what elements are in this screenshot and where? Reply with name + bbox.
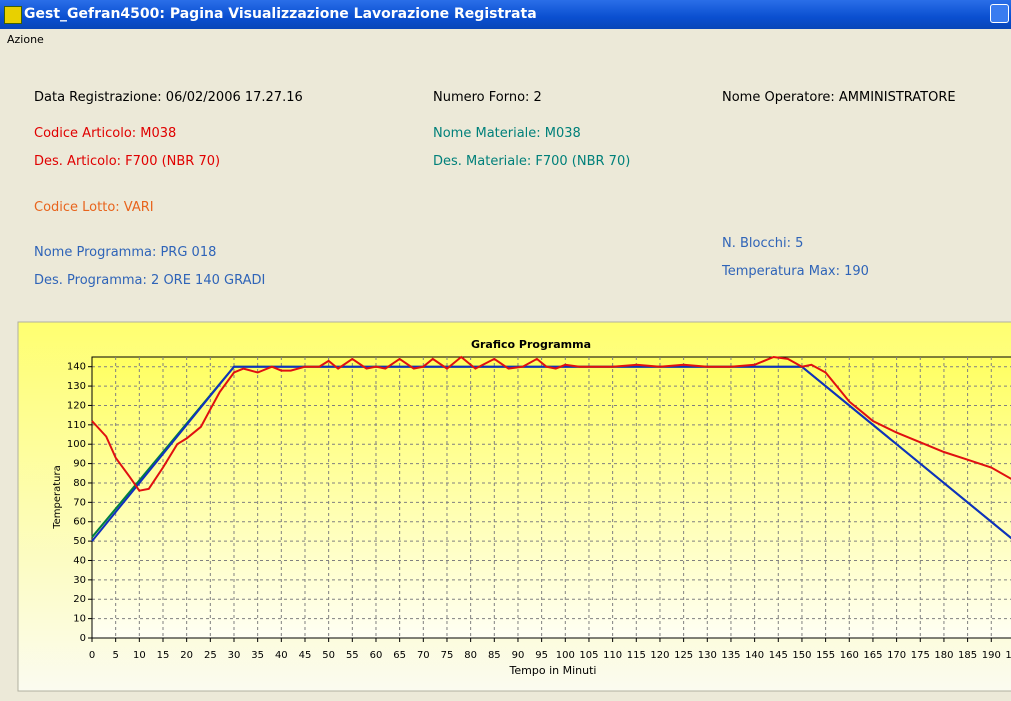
y-tick-label: 110: [67, 420, 86, 431]
x-tick-label: 0: [89, 650, 95, 661]
y-tick-label: 20: [73, 594, 86, 605]
info-field: Nome Materiale: M038: [433, 126, 581, 141]
y-tick-label: 70: [73, 497, 86, 508]
minimize-button[interactable]: [990, 4, 1009, 23]
x-axis-label: Tempo in Minuti: [509, 664, 597, 677]
info-field: Temperatura Max: 190: [722, 264, 869, 279]
y-axis-label: Temperatura: [52, 465, 63, 530]
x-tick-label: 70: [417, 650, 430, 661]
y-tick-label: 140: [67, 362, 86, 373]
menu-bar: Azione: [0, 29, 1011, 50]
x-tick-label: 30: [228, 650, 241, 661]
info-field: Nome Programma: PRG 018: [34, 245, 217, 260]
info-field: Des. Articolo: F700 (NBR 70): [34, 154, 221, 169]
y-tick-label: 10: [73, 614, 86, 625]
x-tick-label: 25: [204, 650, 217, 661]
app-icon: [4, 6, 22, 24]
y-tick-label: 120: [67, 400, 86, 411]
info-field: Codice Lotto: VARI: [34, 200, 154, 215]
x-tick-label: 100: [556, 650, 575, 661]
x-tick-label: 110: [603, 650, 622, 661]
y-tick-label: 80: [73, 478, 86, 489]
window-title: Gest_Gefran4500: Pagina Visualizzazione …: [24, 6, 537, 22]
x-tick-label: 15: [157, 650, 170, 661]
x-tick-label: 65: [393, 650, 406, 661]
x-tick-label: 155: [816, 650, 835, 661]
x-tick-label: 45: [299, 650, 312, 661]
x-tick-label: 135: [721, 650, 740, 661]
series-line: [91, 355, 1011, 492]
y-tick-label: 60: [73, 517, 86, 528]
x-tick-label: 150: [792, 650, 811, 661]
info-field: N. Blocchi: 5: [722, 236, 804, 251]
x-tick-label: 105: [579, 650, 598, 661]
x-tick-label: 130: [698, 650, 717, 661]
x-tick-label: 35: [251, 650, 264, 661]
x-tick-label: 5: [112, 650, 118, 661]
x-tick-label: 75: [441, 650, 454, 661]
plot-area: [91, 356, 1011, 639]
info-field: Data Registrazione: 06/02/2006 17.27.16: [34, 90, 303, 105]
x-tick-label: 80: [464, 650, 477, 661]
x-tick-label: 60: [370, 650, 383, 661]
x-tick-label: 195: [1005, 650, 1011, 661]
x-tick-label: 50: [322, 650, 335, 661]
chart-title: Grafico Programma: [471, 338, 591, 351]
x-tick-label: 190: [982, 650, 1001, 661]
info-field: Nome Operatore: AMMINISTRATORE: [722, 90, 956, 105]
x-tick-label: 10: [133, 650, 146, 661]
y-tick-label: 0: [80, 633, 86, 644]
info-field: Codice Articolo: M038: [34, 126, 177, 141]
x-tick-label: 140: [745, 650, 764, 661]
y-tick-label: 130: [67, 381, 86, 392]
y-tick-label: 50: [73, 536, 86, 547]
x-tick-label: 165: [863, 650, 882, 661]
x-tick-label: 20: [180, 650, 193, 661]
x-tick-label: 55: [346, 650, 359, 661]
y-tick-label: 30: [73, 575, 86, 586]
x-tick-label: 170: [887, 650, 906, 661]
x-tick-label: 175: [911, 650, 930, 661]
info-field: Des. Programma: 2 ORE 140 GRADI: [34, 273, 266, 288]
x-tick-label: 95: [535, 650, 548, 661]
y-tick-label: 40: [73, 555, 86, 566]
title-bar: Gest_Gefran4500: Pagina Visualizzazione …: [0, 0, 1011, 29]
info-field: Des. Materiale: F700 (NBR 70): [433, 154, 631, 169]
x-tick-label: 85: [488, 650, 501, 661]
info-field: Numero Forno: 2: [433, 90, 542, 105]
x-tick-label: 125: [674, 650, 693, 661]
x-tick-label: 160: [840, 650, 859, 661]
x-tick-label: 90: [512, 650, 525, 661]
y-tick-label: 100: [67, 439, 86, 450]
y-tick-label: 90: [73, 459, 86, 470]
menu-item[interactable]: Azione: [7, 33, 44, 46]
x-tick-label: 180: [934, 650, 953, 661]
x-tick-label: 40: [275, 650, 288, 661]
x-tick-label: 145: [769, 650, 788, 661]
x-tick-label: 120: [650, 650, 669, 661]
x-tick-label: 185: [958, 650, 977, 661]
x-tick-label: 115: [627, 650, 646, 661]
